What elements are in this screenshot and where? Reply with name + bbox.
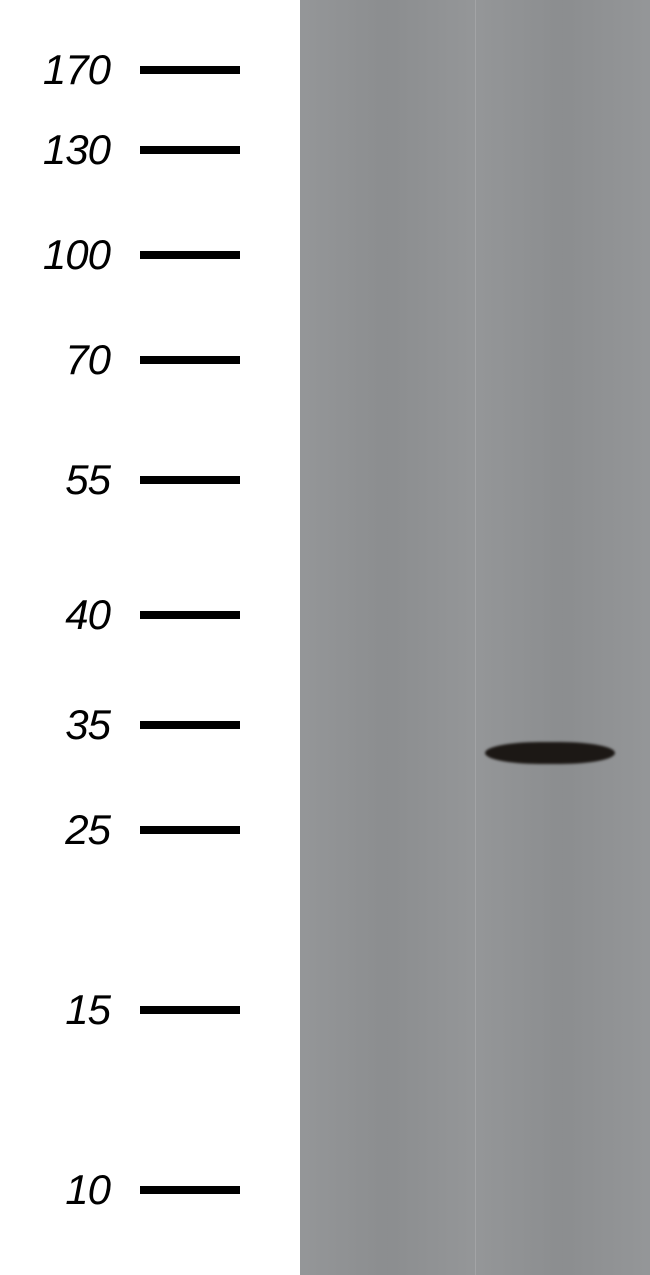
marker-row: 35 bbox=[0, 701, 240, 749]
marker-label: 55 bbox=[0, 456, 110, 504]
molecular-weight-ladder: 170 130 100 70 55 40 35 25 15 10 bbox=[0, 0, 300, 1275]
marker-row: 10 bbox=[0, 1166, 240, 1214]
marker-tick bbox=[140, 66, 240, 74]
marker-row: 15 bbox=[0, 986, 240, 1034]
marker-tick bbox=[140, 251, 240, 259]
marker-label: 170 bbox=[0, 46, 110, 94]
marker-tick bbox=[140, 146, 240, 154]
marker-label: 25 bbox=[0, 806, 110, 854]
marker-row: 55 bbox=[0, 456, 240, 504]
marker-label: 15 bbox=[0, 986, 110, 1034]
marker-row: 170 bbox=[0, 46, 240, 94]
marker-tick bbox=[140, 826, 240, 834]
lane bbox=[475, 0, 650, 1275]
marker-tick bbox=[140, 1006, 240, 1014]
marker-label: 100 bbox=[0, 231, 110, 279]
marker-row: 100 bbox=[0, 231, 240, 279]
marker-label: 70 bbox=[0, 336, 110, 384]
marker-tick bbox=[140, 1186, 240, 1194]
marker-row: 130 bbox=[0, 126, 240, 174]
marker-row: 70 bbox=[0, 336, 240, 384]
membrane-area bbox=[300, 0, 650, 1275]
blot-figure: 170 130 100 70 55 40 35 25 15 10 bbox=[0, 0, 650, 1275]
lane-divider bbox=[475, 0, 476, 1275]
protein-band bbox=[485, 742, 615, 764]
marker-row: 40 bbox=[0, 591, 240, 639]
lane bbox=[300, 0, 475, 1275]
marker-label: 40 bbox=[0, 591, 110, 639]
marker-row: 25 bbox=[0, 806, 240, 854]
marker-label: 130 bbox=[0, 126, 110, 174]
marker-tick bbox=[140, 611, 240, 619]
marker-label: 35 bbox=[0, 701, 110, 749]
marker-tick bbox=[140, 721, 240, 729]
marker-tick bbox=[140, 356, 240, 364]
marker-tick bbox=[140, 476, 240, 484]
marker-label: 10 bbox=[0, 1166, 110, 1214]
